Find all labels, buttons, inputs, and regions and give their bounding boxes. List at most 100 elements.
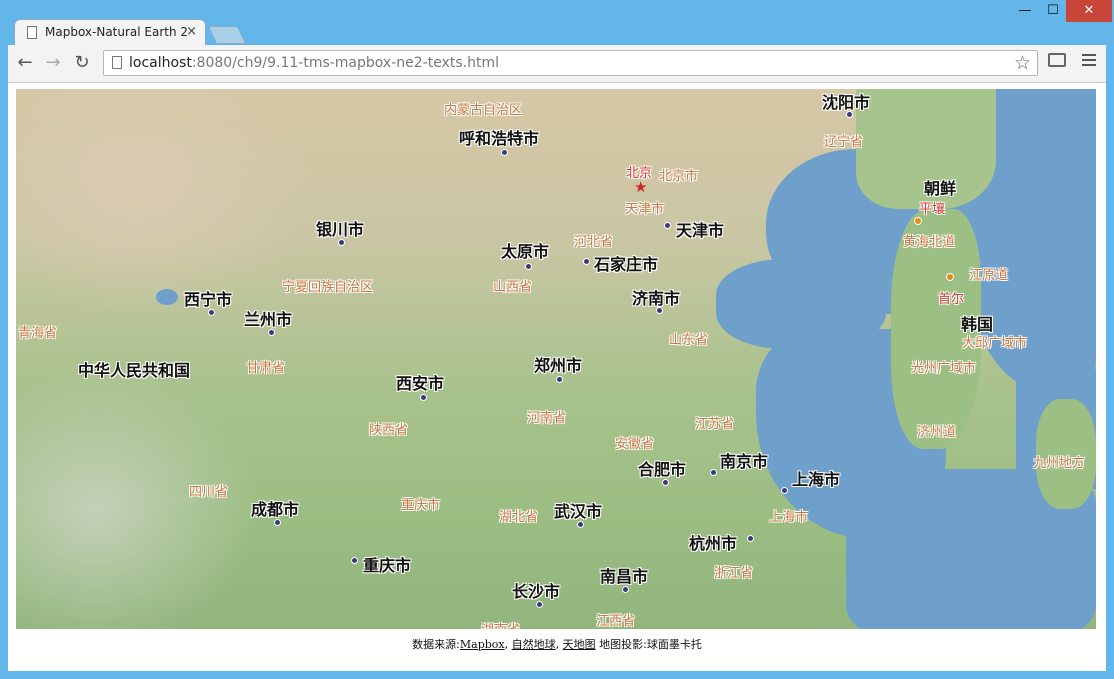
province-label: 北京市 [659, 169, 699, 184]
capital-label: 北京 [626, 166, 653, 181]
city-label: 呼和浩特市 [459, 129, 540, 148]
province-label: 河北省 [574, 235, 614, 250]
province-label: 四川省 [189, 485, 229, 500]
url-text[interactable]: localhost:8080/ch9/9.11-tms-mapbox-ne2-t… [129, 55, 499, 71]
city-label: 杭州市 [689, 534, 738, 553]
city-label: 韩国 [961, 315, 994, 334]
city-marker[interactable] [846, 111, 853, 118]
city-label: 朝鲜 [924, 179, 957, 198]
browser-toolbar: ← → ↻ localhost:8080/ch9/9.11-tms-mapbox… [8, 45, 1106, 83]
province-label: 辽宁省 [824, 135, 864, 150]
city-label: 沈阳市 [822, 93, 871, 112]
city-label: 天津市 [676, 221, 725, 240]
city-marker[interactable] [583, 258, 590, 265]
province-label: 上海市 [769, 510, 809, 525]
qinghai-lake [156, 289, 178, 305]
city-label: 银川市 [316, 220, 365, 239]
province-label: 江西省 [596, 614, 636, 629]
korean-peninsula [891, 209, 981, 449]
city-marker[interactable] [656, 307, 663, 314]
city-label: 成都市 [251, 500, 300, 519]
province-label: 宁夏回族自治区 [282, 280, 374, 295]
province-label: 山东省 [669, 333, 709, 348]
page-content: 沈阳市 呼和浩特市 银川市 天津市 太原市 石家庄市 济南市 西宁市 兰州市 中华人民共和国 西安市… [8, 83, 1106, 671]
city-marker[interactable] [577, 521, 584, 528]
new-tab-button[interactable] [207, 26, 247, 44]
map-viewport[interactable]: 沈阳市 呼和浩特市 银川市 天津市 太原市 石家庄市 济南市 西宁市 兰州市 中华人民共和国 西安市… [16, 89, 1096, 629]
capital-dot-icon[interactable] [914, 217, 922, 225]
province-label: 山西省 [493, 280, 533, 295]
city-label: 合肥市 [638, 460, 687, 479]
tianditu-link[interactable]: 天地图 [562, 638, 596, 651]
city-label: 上海市 [792, 470, 841, 489]
city-marker[interactable] [664, 222, 671, 229]
province-label: 天津市 [625, 202, 665, 217]
province-label: 陕西省 [369, 423, 409, 438]
city-label: 太原市 [501, 242, 550, 261]
capital-star-icon[interactable]: ★ [634, 178, 648, 196]
reload-icon[interactable]: ↻ [74, 52, 90, 73]
capital-dot-icon[interactable] [946, 273, 954, 281]
capital-label: 平壤 [919, 202, 946, 217]
province-label: 济州道 [917, 425, 957, 440]
city-marker[interactable] [536, 601, 543, 608]
city-marker[interactable] [501, 149, 508, 156]
city-label: 郑州市 [534, 356, 583, 375]
province-label: 浙江省 [714, 566, 754, 581]
kyushu-island [1036, 399, 1096, 509]
city-marker[interactable] [556, 376, 563, 383]
province-label: 湖南省 [481, 619, 520, 629]
city-marker[interactable] [525, 263, 532, 270]
province-label: 甘肃省 [246, 361, 286, 376]
city-marker[interactable] [662, 479, 669, 486]
forward-icon[interactable]: → [45, 52, 61, 73]
city-label: 南京市 [720, 452, 769, 471]
city-marker[interactable] [622, 586, 629, 593]
tab-close-icon[interactable]: × [186, 24, 197, 39]
tab-title: Mapbox-Natural Earth 2 [45, 25, 189, 39]
page-info-icon[interactable] [112, 56, 122, 69]
city-marker[interactable] [268, 329, 275, 336]
city-marker[interactable] [781, 487, 788, 494]
city-label: 兰州市 [244, 310, 293, 329]
natural-earth-link[interactable]: 自然地球 [511, 638, 556, 651]
province-label: 九州地方 [1033, 456, 1086, 471]
cast-icon[interactable] [1048, 53, 1066, 67]
city-label: 济南市 [632, 289, 681, 308]
attribution: 数据来源:Mapbox, 自然地球, 天地图 地图投影:球面墨卡托 [412, 638, 702, 651]
province-label: 内蒙古自治区 [444, 103, 523, 118]
city-marker[interactable] [747, 535, 754, 542]
province-label: 大邱广域市 [962, 336, 1028, 351]
page-icon [27, 26, 37, 39]
back-icon[interactable]: ← [17, 52, 33, 73]
bookmark-star-icon[interactable]: ☆ [1013, 52, 1031, 74]
city-label: 中华人民共和国 [78, 361, 191, 380]
province-label: 江原道 [969, 268, 1009, 283]
close-window-button[interactable]: ✕ [1066, 0, 1112, 22]
province-label: 青海省 [18, 326, 58, 341]
city-label: 长沙市 [512, 582, 561, 601]
minimize-button[interactable]: — [1018, 3, 1032, 18]
address-bar[interactable]: localhost:8080/ch9/9.11-tms-mapbox-ne2-t… [103, 50, 1038, 76]
northeast-land [856, 89, 996, 209]
browser-tab[interactable]: Mapbox-Natural Earth 2 × [14, 19, 206, 46]
province-label: 湖北省 [499, 510, 539, 525]
capital-label: 首尔 [938, 292, 965, 307]
city-marker[interactable] [420, 394, 427, 401]
city-label: 西安市 [396, 374, 445, 393]
city-label: 石家庄市 [594, 255, 659, 274]
city-marker[interactable] [351, 557, 358, 564]
province-label: 光州广域市 [911, 361, 977, 376]
menu-icon[interactable] [1082, 54, 1096, 69]
city-marker[interactable] [274, 519, 281, 526]
city-label: 南昌市 [600, 567, 649, 586]
province-label: 黄海北道 [903, 235, 956, 250]
city-marker[interactable] [710, 469, 717, 476]
mapbox-link[interactable]: Mapbox [459, 638, 505, 651]
city-marker[interactable] [208, 309, 215, 316]
city-marker[interactable] [338, 239, 345, 246]
maximize-button[interactable]: ☐ [1047, 3, 1059, 18]
province-label: 河南省 [527, 411, 567, 426]
province-label: 重庆市 [401, 498, 441, 513]
